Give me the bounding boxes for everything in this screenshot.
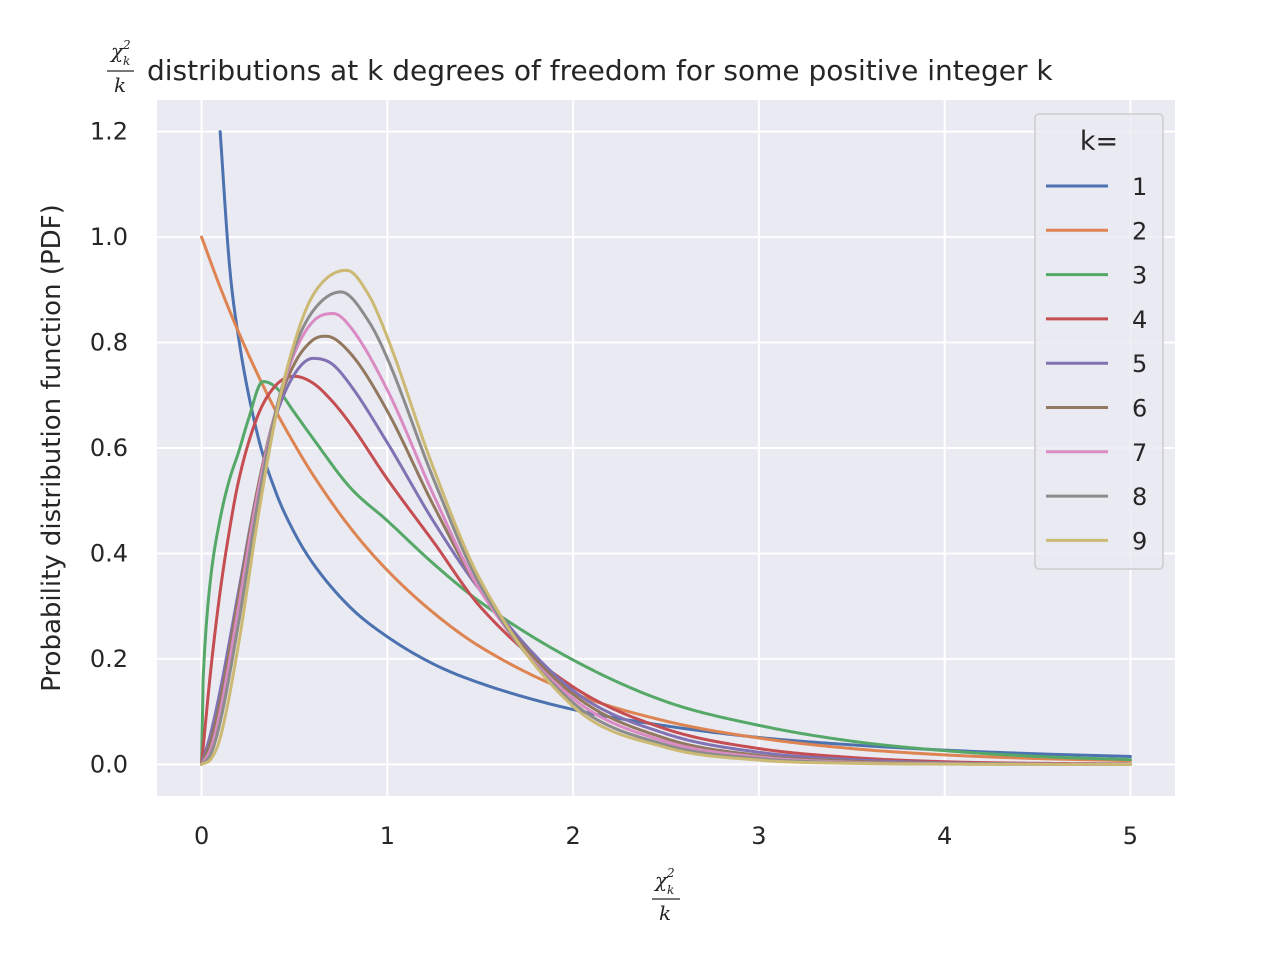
legend-label-k2: 2 <box>1132 217 1147 245</box>
legend-items: 1 2 3 4 5 6 7 8 9 <box>1046 173 1147 555</box>
y-tick-label: 1.2 <box>90 118 128 146</box>
legend-label-k6: 6 <box>1132 395 1147 423</box>
x-tick-label: 2 <box>565 822 580 850</box>
legend: k= 1 2 3 4 5 6 7 8 9 <box>1034 113 1164 570</box>
x-tick-label: 3 <box>751 822 766 850</box>
series-line-k9 <box>200 268 1132 766</box>
x-axis-label: χ k 2 k <box>652 866 680 925</box>
legend-label-k9: 9 <box>1132 527 1147 555</box>
title-math-sub: k <box>123 54 130 68</box>
series-line-k2 <box>200 235 1132 763</box>
x-tick-label: 5 <box>1123 822 1138 850</box>
legend-label-k7: 7 <box>1132 439 1147 467</box>
title-math-fraction: χ k 2 k <box>107 38 134 97</box>
y-tick-label: 0.0 <box>90 750 128 778</box>
legend-label-k4: 4 <box>1132 306 1147 334</box>
y-axis-label: Probability distribution function (PDF) <box>37 204 67 692</box>
x-tick-label: 1 <box>380 822 395 850</box>
title-math-denominator: k <box>114 73 126 97</box>
x-tick-label: 0 <box>194 822 209 850</box>
y-tick-label: 1.0 <box>90 223 128 251</box>
y-tick-label: 0.6 <box>90 434 128 462</box>
title-math-chi: χ <box>109 39 125 63</box>
xlabel-math-sub: k <box>667 883 674 897</box>
xlabel-math-chi: χ <box>653 868 669 892</box>
y-tick-label: 0.2 <box>90 645 128 673</box>
y-tick-label: 0.8 <box>90 329 128 357</box>
legend-label-k5: 5 <box>1132 350 1147 378</box>
y-tick-labels: 0.0 0.2 0.4 0.6 0.8 1.0 1.2 <box>90 118 128 779</box>
xlabel-math-denominator: k <box>659 901 671 925</box>
series-line-k1 <box>218 130 1132 758</box>
title-text: distributions at k degrees of freedom fo… <box>147 54 1053 87</box>
x-tick-labels: 0 1 2 3 4 5 <box>194 822 1138 850</box>
legend-label-k1: 1 <box>1132 173 1147 201</box>
chart-title: χ k 2 k distributions at k degrees of fr… <box>107 38 1053 97</box>
legend-title: k= <box>1080 126 1118 157</box>
legend-label-k3: 3 <box>1132 262 1147 290</box>
x-tick-label: 4 <box>937 822 952 850</box>
series-lines <box>200 130 1132 766</box>
series-line-k3 <box>200 380 1132 766</box>
legend-label-k8: 8 <box>1132 483 1147 511</box>
xlabel-math-sup: 2 <box>666 866 675 880</box>
legend-box <box>1034 113 1164 570</box>
y-tick-label: 0.4 <box>90 539 128 567</box>
title-math-sup: 2 <box>122 38 131 52</box>
